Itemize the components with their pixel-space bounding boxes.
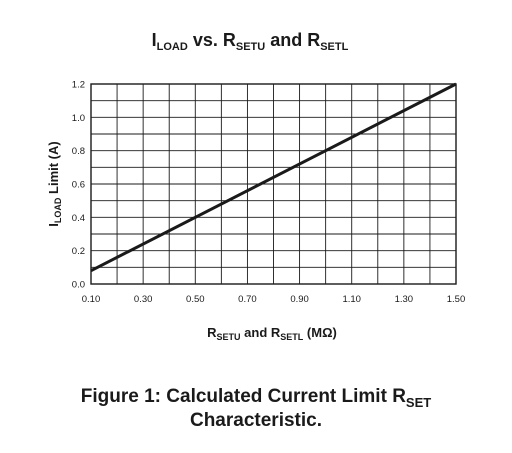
ylabel-rest: Limit (A) — [46, 141, 61, 197]
plot-frame — [90, 83, 457, 285]
x-tick-label: 1.30 — [395, 294, 414, 305]
y-tick-label: 0.4 — [72, 213, 85, 224]
title-mid2: and R — [265, 30, 320, 50]
x-tick-label: 0.50 — [186, 294, 205, 305]
title-main: I — [152, 30, 157, 50]
x-tick-label: 0.90 — [290, 294, 309, 305]
y-axis-label: ILOAD Limit (A) — [46, 141, 63, 226]
y-tick-label: 0.0 — [72, 280, 85, 291]
series-group — [90, 82, 457, 273]
xlabel-r1: R — [207, 325, 217, 340]
x-tick-label: 0.10 — [82, 294, 101, 305]
figure-caption-line2: Characteristic. — [189, 410, 322, 431]
y-tick-label: 1.2 — [72, 80, 85, 91]
y-tick-labels: 0.0 0.2 0.4 0.6 0.8 1.0 1.2 — [72, 80, 85, 291]
title-sub1: LOAD — [157, 41, 188, 53]
title-sub2: SETU — [236, 41, 265, 53]
grid — [91, 84, 456, 284]
y-tick-label: 0.2 — [72, 246, 85, 257]
series-line — [90, 82, 457, 273]
y-tick-label: 0.8 — [72, 146, 85, 157]
y-tick-label: 1.0 — [72, 113, 85, 124]
figure-caption: Figure 1: Calculated Current Limit RSET — [0, 385, 512, 414]
x-tick-label: 0.70 — [238, 294, 257, 305]
ylabel-main: I — [46, 223, 61, 227]
xlabel-mid: and R — [241, 325, 281, 340]
chart-title: ILOAD vs. RSETU and RSETL — [152, 30, 349, 53]
ylabel-sub: LOAD — [53, 197, 63, 223]
xlabel-sub1: SETU — [217, 332, 241, 342]
title-sub3: SETL — [320, 41, 348, 53]
xlabel-sub2: SETL — [280, 332, 304, 342]
x-tick-labels: 0.10 0.30 0.50 0.70 0.90 1.10 1.30 1.50 — [82, 294, 466, 305]
xlabel-unit: (MΩ) — [303, 325, 337, 340]
x-tick-label: 1.10 — [342, 294, 361, 305]
caption-line1: Figure 1: Calculated Current Limit R — [80, 386, 406, 407]
x-axis-label: RSETU and RSETL (MΩ) — [207, 325, 337, 342]
title-mid: vs. R — [188, 30, 236, 50]
y-tick-label: 0.6 — [72, 180, 85, 191]
x-tick-label: 0.30 — [134, 294, 153, 305]
caption-line1-sub: SET — [405, 395, 432, 410]
x-tick-label: 1.50 — [447, 294, 466, 305]
